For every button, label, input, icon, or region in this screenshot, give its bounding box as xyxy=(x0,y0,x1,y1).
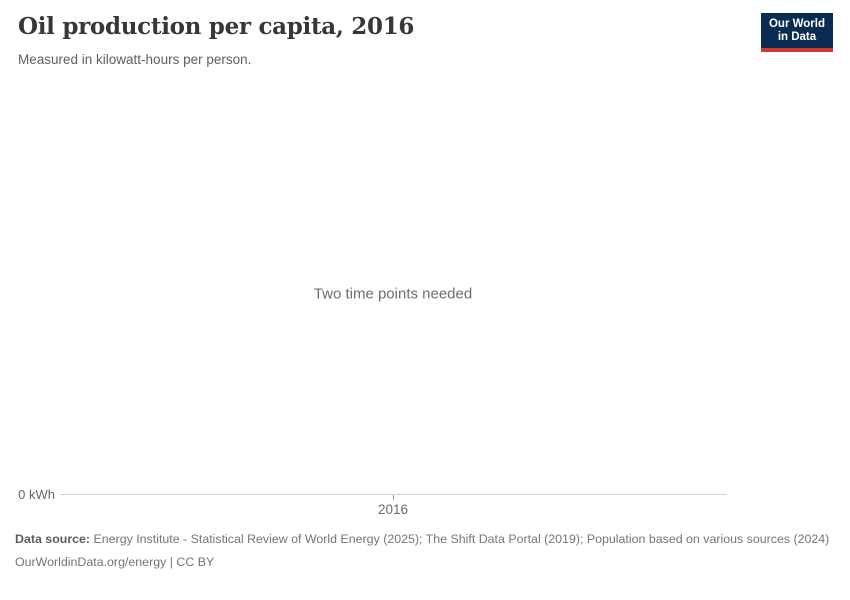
empty-state-message: Two time points needed xyxy=(313,285,473,303)
owid-url-link[interactable]: OurWorldinData.org/energy xyxy=(15,554,167,569)
license-separator: | xyxy=(166,554,177,569)
data-source-line: Data source: Energy Institute - Statisti… xyxy=(15,531,835,548)
chart-footer: Data source: Energy Institute - Statisti… xyxy=(15,531,835,570)
data-source-text: Energy Institute - Statistical Review of… xyxy=(93,532,830,546)
license-line: OurWorldinData.org/energy | CC BY xyxy=(15,554,835,570)
owid-logo-line1: Our World xyxy=(768,18,825,30)
owid-logo-line2: in Data xyxy=(777,31,817,43)
x-axis-tick-label: 2016 xyxy=(377,502,409,517)
y-axis-zero-label: 0 kWh xyxy=(18,487,55,502)
chart-subtitle: Measured in kilowatt-hours per person. xyxy=(18,52,252,67)
data-source-label: Data source: xyxy=(15,532,91,546)
x-axis-tick-mark xyxy=(393,495,394,500)
x-axis-line xyxy=(60,494,727,495)
owid-logo[interactable]: Our World in Data xyxy=(760,13,833,52)
chart-title: Oil production per capita, 2016 xyxy=(18,13,415,40)
license-cc-by-link[interactable]: CC BY xyxy=(176,554,215,569)
